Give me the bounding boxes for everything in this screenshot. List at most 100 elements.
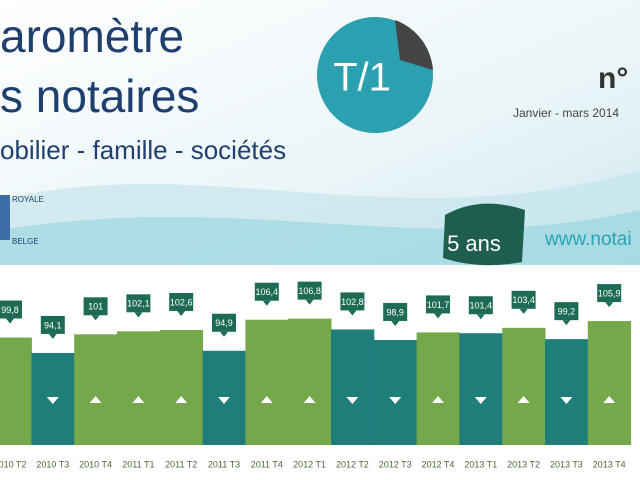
x-tick-label: 2013 T2 [507, 459, 540, 469]
subtitle: obilier - famille - sociétés [0, 135, 286, 165]
bar [159, 329, 204, 445]
value-label: 106,8 [298, 286, 321, 296]
website: www.notai [544, 229, 632, 250]
value-label: 103,4 [512, 295, 535, 305]
value-label: 102,8 [341, 297, 364, 307]
down-arrow [46, 397, 59, 404]
value-label: 99,8 [1, 305, 19, 315]
value-label-bg [40, 315, 65, 334]
badge-fold [395, 20, 433, 70]
value-label-pointer [476, 314, 485, 320]
x-tick-label: 2010 T4 [79, 459, 112, 469]
value-label: 105,9 [598, 288, 621, 298]
value-label-bg [340, 292, 365, 311]
up-arrow [132, 396, 145, 403]
value-label: 101,7 [427, 300, 450, 310]
value-label: 99,2 [558, 307, 576, 317]
value-label-pointer [305, 299, 314, 305]
anniversary: 5 ans [447, 231, 501, 256]
value-label-bg [468, 296, 493, 315]
value-label-pointer [519, 308, 528, 314]
title: s notaires [0, 70, 199, 122]
x-tick-label: 2010 T3 [36, 459, 69, 469]
value-label-pointer [91, 315, 100, 321]
period: Janvier - mars 2014 [513, 106, 619, 120]
x-tick-label: 2011 T1 [122, 459, 154, 469]
bar [331, 329, 375, 445]
logo-text: ROYALE [12, 195, 44, 204]
x-tick-label: 2010 T2 [0, 459, 26, 469]
x-tick-label: 2011 T2 [165, 459, 197, 469]
down-arrow [474, 397, 487, 404]
value-label-pointer [134, 312, 143, 318]
value-label-bg [426, 295, 450, 314]
up-arrow [175, 396, 188, 403]
x-tick-label: 2013 T4 [593, 459, 626, 469]
up-arrow [303, 396, 316, 403]
value-label-bg [511, 290, 536, 309]
x-tick-label: 2012 T3 [379, 459, 412, 469]
x-tick-label: 2012 T1 [293, 459, 326, 469]
value-label: 94,1 [44, 320, 62, 330]
x-tick-label: 2011 T3 [208, 459, 240, 469]
value-label-bg [126, 294, 151, 313]
value-label-pointer [48, 333, 57, 339]
bar [117, 331, 161, 445]
issue: n° [598, 62, 628, 95]
value-label: 106,4 [256, 287, 279, 297]
value-label-pointer [434, 313, 442, 319]
value-label-pointer [262, 300, 271, 306]
down-arrow [346, 397, 359, 404]
value-label-bg [254, 282, 279, 301]
badge-text: T/1 [333, 56, 391, 100]
bar [502, 327, 546, 445]
bar [74, 334, 118, 445]
chart: 99,8 2010 T2 94,1 2010 T3 101 2010 T4 102,1 201… [0, 281, 632, 469]
logo [0, 195, 10, 240]
up-arrow [260, 396, 273, 403]
bar [587, 321, 632, 445]
value-label-bg [297, 281, 322, 300]
value-label: 98,9 [386, 307, 404, 317]
bar [545, 339, 589, 445]
up-arrow [89, 396, 102, 403]
bar [459, 333, 503, 445]
value-label: 94,9 [215, 318, 233, 328]
title: aromètre [0, 10, 184, 62]
bar [416, 332, 460, 445]
bar [288, 318, 332, 445]
value-label: 101,4 [470, 301, 493, 311]
value-label: 101 [88, 302, 103, 312]
value-label-pointer [605, 302, 614, 308]
value-label-bg [554, 302, 579, 321]
value-label: 102,6 [170, 297, 193, 307]
value-label-bg [83, 297, 108, 316]
down-arrow [560, 397, 573, 404]
value-label-pointer [391, 320, 400, 326]
x-tick-label: 2013 T1 [464, 459, 497, 469]
up-arrow [603, 396, 616, 403]
value-label-pointer [6, 318, 14, 324]
up-arrow [517, 396, 530, 403]
value-label-bg [0, 300, 22, 319]
x-tick-label: 2013 T3 [550, 459, 583, 469]
bar [245, 319, 289, 445]
value-label-pointer [348, 310, 357, 316]
logo-text: BELGE [12, 237, 39, 246]
x-tick-label: 2012 T2 [336, 459, 369, 469]
value-label-pointer [177, 310, 186, 316]
value-label-pointer [220, 331, 228, 337]
value-label: 102,1 [127, 299, 150, 309]
up-arrow [432, 396, 444, 403]
bar [0, 337, 32, 445]
value-label-bg [597, 284, 622, 303]
x-tick-label: 2012 T4 [422, 459, 455, 469]
value-label-bg [383, 302, 408, 321]
down-arrow [389, 397, 402, 404]
bar [373, 339, 418, 445]
value-label-pointer [562, 320, 571, 326]
down-arrow [218, 397, 230, 404]
value-label-bg [169, 292, 194, 311]
x-tick-label: 2011 T4 [251, 459, 283, 469]
